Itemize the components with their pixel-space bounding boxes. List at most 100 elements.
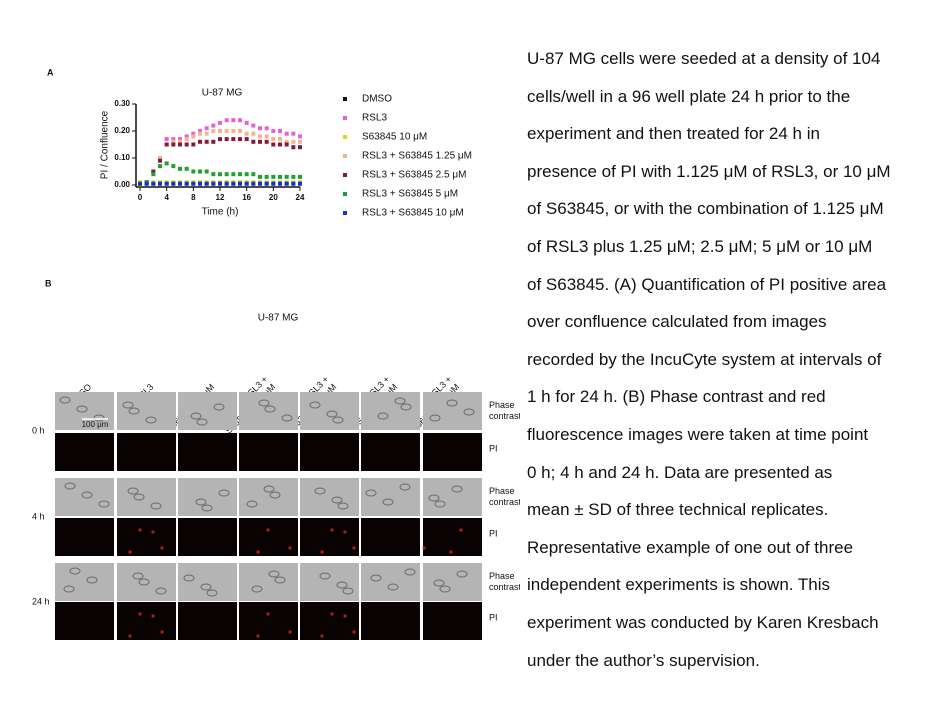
legend-label: RSL3 + S63845 1.25 μM <box>362 151 472 162</box>
data-point <box>298 145 302 150</box>
pi-spot <box>449 550 453 554</box>
pi-spot <box>343 614 347 618</box>
pi-spot <box>330 528 334 532</box>
pi-image <box>239 518 298 556</box>
data-point <box>224 129 229 133</box>
y-axis-label: PI / Confluence <box>100 110 111 179</box>
cell <box>128 407 140 415</box>
pi-spot <box>320 634 324 638</box>
data-point <box>184 142 189 147</box>
cell <box>342 587 354 595</box>
cell <box>150 502 162 510</box>
data-point <box>251 181 256 186</box>
panel-label: B <box>45 278 52 288</box>
data-point <box>204 169 209 174</box>
data-point <box>191 169 196 174</box>
data-point <box>258 134 262 139</box>
cell <box>195 498 207 506</box>
data-point <box>244 131 249 136</box>
cell <box>246 500 258 508</box>
figure: A U-87 MG PI / Confluence Time (h) 0.00 0.10 0… <box>32 67 520 640</box>
phase-image <box>178 478 237 516</box>
pi-spot <box>128 550 132 554</box>
data-point <box>271 142 276 147</box>
caption-line: experiment was conducted by Karen Kresba… <box>527 612 879 632</box>
cell <box>268 570 280 578</box>
caption-line: fluorescence images were taken at time p… <box>527 424 869 444</box>
pi-spot <box>352 546 356 550</box>
legend-label: RSL3 + S63845 2.5 μM <box>362 170 466 181</box>
cell <box>433 579 445 587</box>
cell <box>264 405 276 413</box>
cell <box>251 585 263 593</box>
cell <box>377 412 389 420</box>
data-point <box>224 172 229 177</box>
data-point <box>284 142 289 147</box>
data-point <box>144 181 149 186</box>
data-point <box>211 172 216 177</box>
cell <box>429 414 441 422</box>
phase-image <box>117 478 176 516</box>
data-point <box>264 174 269 179</box>
data-point <box>204 131 209 136</box>
pi-image <box>361 433 420 471</box>
pi-spot <box>320 550 324 554</box>
data-point <box>258 126 262 131</box>
data-point <box>158 181 162 186</box>
data-point <box>271 137 276 142</box>
data-point <box>178 166 182 171</box>
cell <box>404 568 416 576</box>
x-tick-label: 4 <box>164 193 169 202</box>
data-point <box>278 174 282 179</box>
data-point <box>231 129 236 133</box>
cell <box>336 581 348 589</box>
cell <box>439 585 451 593</box>
phase-image <box>55 563 114 601</box>
phase-image <box>361 478 420 516</box>
pi-image <box>117 602 176 640</box>
channel-label-line: contrast <box>489 411 520 421</box>
data-point <box>171 142 176 147</box>
cell <box>93 414 105 422</box>
data-point <box>291 181 296 186</box>
data-point <box>264 181 269 186</box>
caption-line: experiment and then treated for 24 h in <box>527 124 820 144</box>
data-point <box>158 158 162 163</box>
pi-image <box>423 602 482 640</box>
cell <box>190 412 202 420</box>
data-point <box>171 181 176 186</box>
data-point <box>184 134 189 139</box>
data-point <box>278 129 282 133</box>
data-point <box>258 181 262 186</box>
data-point <box>284 139 289 144</box>
data-point <box>251 123 256 128</box>
cell <box>69 567 81 575</box>
data-point <box>244 137 249 142</box>
x-tick-label: 20 <box>269 193 278 202</box>
cell <box>122 401 134 409</box>
pi-spot <box>330 612 334 616</box>
row-label: 0 h <box>32 425 45 435</box>
channel-label-line: contrast <box>489 582 520 592</box>
data-point <box>164 181 169 186</box>
caption-line: U-87 MG cells were seeded at a density o… <box>527 49 881 68</box>
data-point <box>151 181 156 186</box>
y-tick-label: 0.20 <box>114 126 130 135</box>
cell <box>132 572 144 580</box>
phase-image <box>423 478 482 516</box>
x-tick-label: 12 <box>216 193 225 202</box>
data-point <box>244 120 249 125</box>
cell <box>258 399 270 407</box>
pi-spot <box>256 634 260 638</box>
pi-image <box>239 433 298 471</box>
pi-spot <box>288 546 292 550</box>
data-point <box>218 181 222 186</box>
cell <box>394 397 406 405</box>
cell <box>76 405 88 413</box>
legend-label: S63845 10 μM <box>362 132 427 143</box>
data-point <box>218 137 222 142</box>
data-point <box>204 126 209 131</box>
data-point <box>224 137 229 142</box>
x-tick-label: 8 <box>191 193 196 202</box>
data-point <box>291 131 296 136</box>
